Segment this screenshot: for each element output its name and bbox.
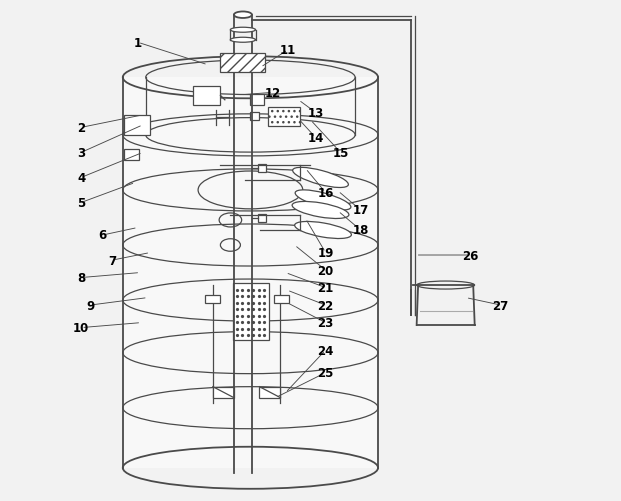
Text: 6: 6 xyxy=(99,229,107,242)
Bar xyxy=(274,296,289,303)
Bar xyxy=(124,116,150,136)
Bar xyxy=(206,296,220,303)
Text: 27: 27 xyxy=(492,299,509,312)
Ellipse shape xyxy=(295,190,351,210)
Bar xyxy=(233,283,269,341)
Text: 24: 24 xyxy=(317,344,333,357)
Text: 19: 19 xyxy=(317,246,333,260)
Text: 12: 12 xyxy=(265,87,281,100)
Bar xyxy=(193,87,220,106)
Bar xyxy=(220,54,265,73)
Text: 16: 16 xyxy=(317,186,333,199)
Ellipse shape xyxy=(294,222,351,239)
Text: 8: 8 xyxy=(77,272,85,285)
Bar xyxy=(258,165,266,173)
Text: 2: 2 xyxy=(77,122,85,135)
Text: 14: 14 xyxy=(307,132,324,145)
Ellipse shape xyxy=(230,28,255,33)
Text: 9: 9 xyxy=(86,299,94,312)
Text: 23: 23 xyxy=(317,317,333,330)
Text: 21: 21 xyxy=(317,282,333,295)
Bar xyxy=(124,150,138,160)
Bar xyxy=(250,113,260,121)
Ellipse shape xyxy=(292,168,348,188)
Bar xyxy=(260,387,281,398)
Text: 11: 11 xyxy=(280,44,296,57)
Bar xyxy=(258,215,266,223)
Text: 1: 1 xyxy=(134,37,142,50)
Ellipse shape xyxy=(292,202,349,219)
Text: 22: 22 xyxy=(317,299,333,312)
Text: 5: 5 xyxy=(77,196,85,209)
Text: 17: 17 xyxy=(353,204,369,217)
Text: 18: 18 xyxy=(352,224,369,237)
Bar xyxy=(250,95,265,106)
Text: 13: 13 xyxy=(307,107,324,120)
Text: 7: 7 xyxy=(109,254,117,267)
Ellipse shape xyxy=(230,38,255,43)
Text: 10: 10 xyxy=(73,322,89,335)
Text: 15: 15 xyxy=(332,147,349,159)
Text: 20: 20 xyxy=(317,264,333,277)
Ellipse shape xyxy=(234,13,252,19)
Text: 25: 25 xyxy=(317,366,333,379)
Bar xyxy=(268,108,301,127)
Text: 4: 4 xyxy=(77,171,85,184)
Text: 26: 26 xyxy=(463,249,479,262)
Bar xyxy=(213,387,234,398)
Polygon shape xyxy=(123,78,378,468)
Text: 3: 3 xyxy=(77,147,85,159)
